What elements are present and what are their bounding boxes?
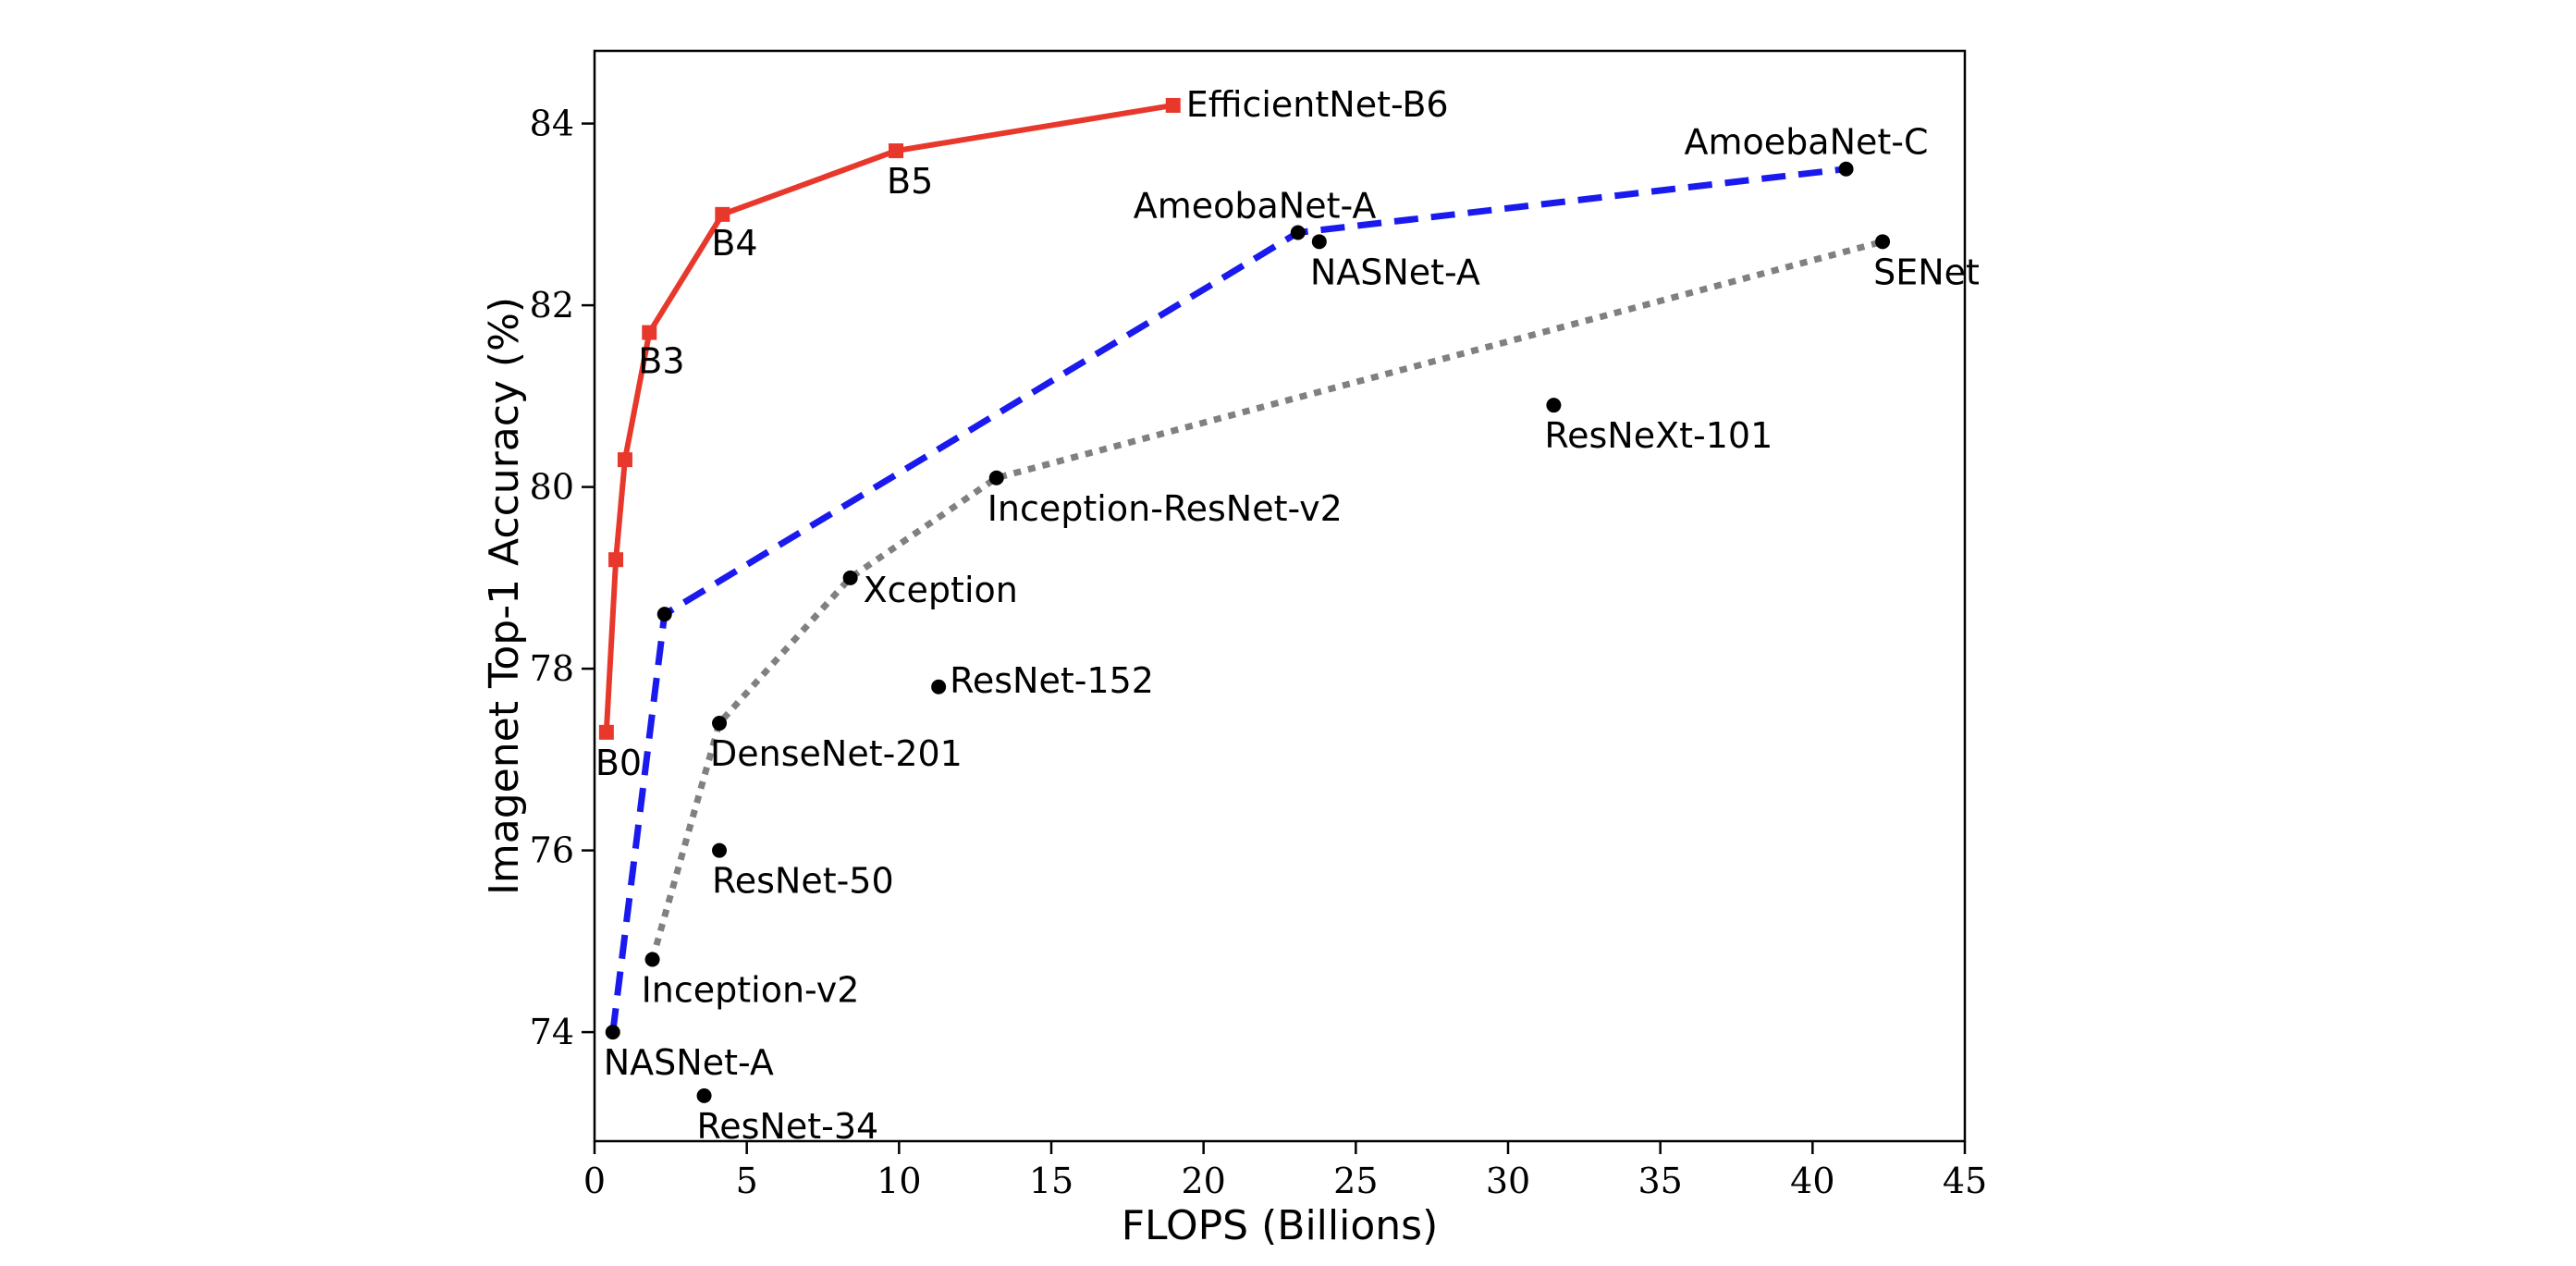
- point-label: Inception-v2: [642, 970, 860, 1011]
- data-point-dot: [931, 679, 947, 694]
- x-tick-label: 40: [1790, 1161, 1834, 1201]
- data-point-square: [608, 552, 624, 568]
- x-tick-label: 5: [736, 1161, 758, 1201]
- point-label: NASNet-A: [604, 1042, 774, 1083]
- data-point-dot: [712, 716, 728, 731]
- y-tick-label: 82: [530, 285, 574, 326]
- y-axis-title: Imagenet Top-1 Accuracy (%): [481, 297, 528, 895]
- point-label: SENet: [1873, 252, 1980, 292]
- data-point-dot: [1311, 234, 1327, 250]
- y-tick-label: 76: [530, 830, 574, 871]
- data-point-dot: [1875, 234, 1891, 250]
- x-tick-label: 30: [1486, 1161, 1530, 1201]
- point-label: AmeobaNet-A: [1134, 186, 1377, 227]
- point-label: DenseNet-201: [710, 733, 963, 774]
- x-tick-label: 0: [583, 1161, 606, 1201]
- data-point-dot: [1546, 398, 1562, 413]
- series-line-nas: [609, 166, 1847, 1033]
- point-label: ResNet-152: [950, 660, 1154, 701]
- data-point-dot: [656, 607, 672, 622]
- point-label: Xception: [864, 570, 1018, 610]
- y-tick-label: 74: [530, 1012, 574, 1052]
- data-point-dot: [605, 1025, 620, 1040]
- point-label: Inception-ResNet-v2: [987, 488, 1343, 529]
- x-axis-title: FLOPS (Billions): [1122, 1202, 1438, 1249]
- plot-frame: [593, 49, 1967, 1143]
- series-line-baseline: [649, 238, 1884, 961]
- point-label: ResNet-34: [697, 1106, 879, 1147]
- point-label: B4: [711, 223, 757, 264]
- data-point-dot: [696, 1088, 712, 1103]
- data-point-dot: [644, 952, 660, 967]
- y-tick-label: 84: [530, 104, 574, 144]
- data-point-dot: [712, 842, 728, 858]
- point-label: NASNet-A: [1310, 252, 1480, 292]
- point-label: AmoebaNet-C: [1685, 122, 1929, 163]
- y-tick-label: 80: [530, 467, 574, 508]
- x-tick-label: 45: [1943, 1161, 1987, 1201]
- point-label: ResNeXt-101: [1544, 415, 1773, 456]
- x-tick-label: 20: [1181, 1161, 1225, 1201]
- data-point-square: [642, 325, 657, 340]
- data-point-square: [598, 724, 614, 740]
- point-label: B3: [638, 341, 684, 382]
- point-label: B5: [887, 161, 933, 202]
- data-point-dot: [1838, 161, 1854, 177]
- point-label: ResNet-50: [712, 861, 894, 902]
- data-point-square: [889, 143, 904, 159]
- point-label: EfficientNet-B6: [1186, 84, 1449, 125]
- data-point-square: [1165, 97, 1181, 113]
- x-tick-label: 25: [1333, 1161, 1378, 1201]
- data-point-dot: [988, 470, 1004, 486]
- x-tick-label: 15: [1029, 1161, 1073, 1201]
- x-tick-label: 35: [1638, 1161, 1682, 1201]
- data-point-dot: [842, 570, 858, 585]
- point-label: B0: [595, 743, 642, 783]
- x-tick-label: 10: [877, 1161, 921, 1201]
- data-point-square: [617, 452, 632, 468]
- data-point-dot: [1290, 225, 1306, 240]
- data-point-square: [715, 206, 730, 222]
- y-tick-label: 78: [530, 648, 574, 689]
